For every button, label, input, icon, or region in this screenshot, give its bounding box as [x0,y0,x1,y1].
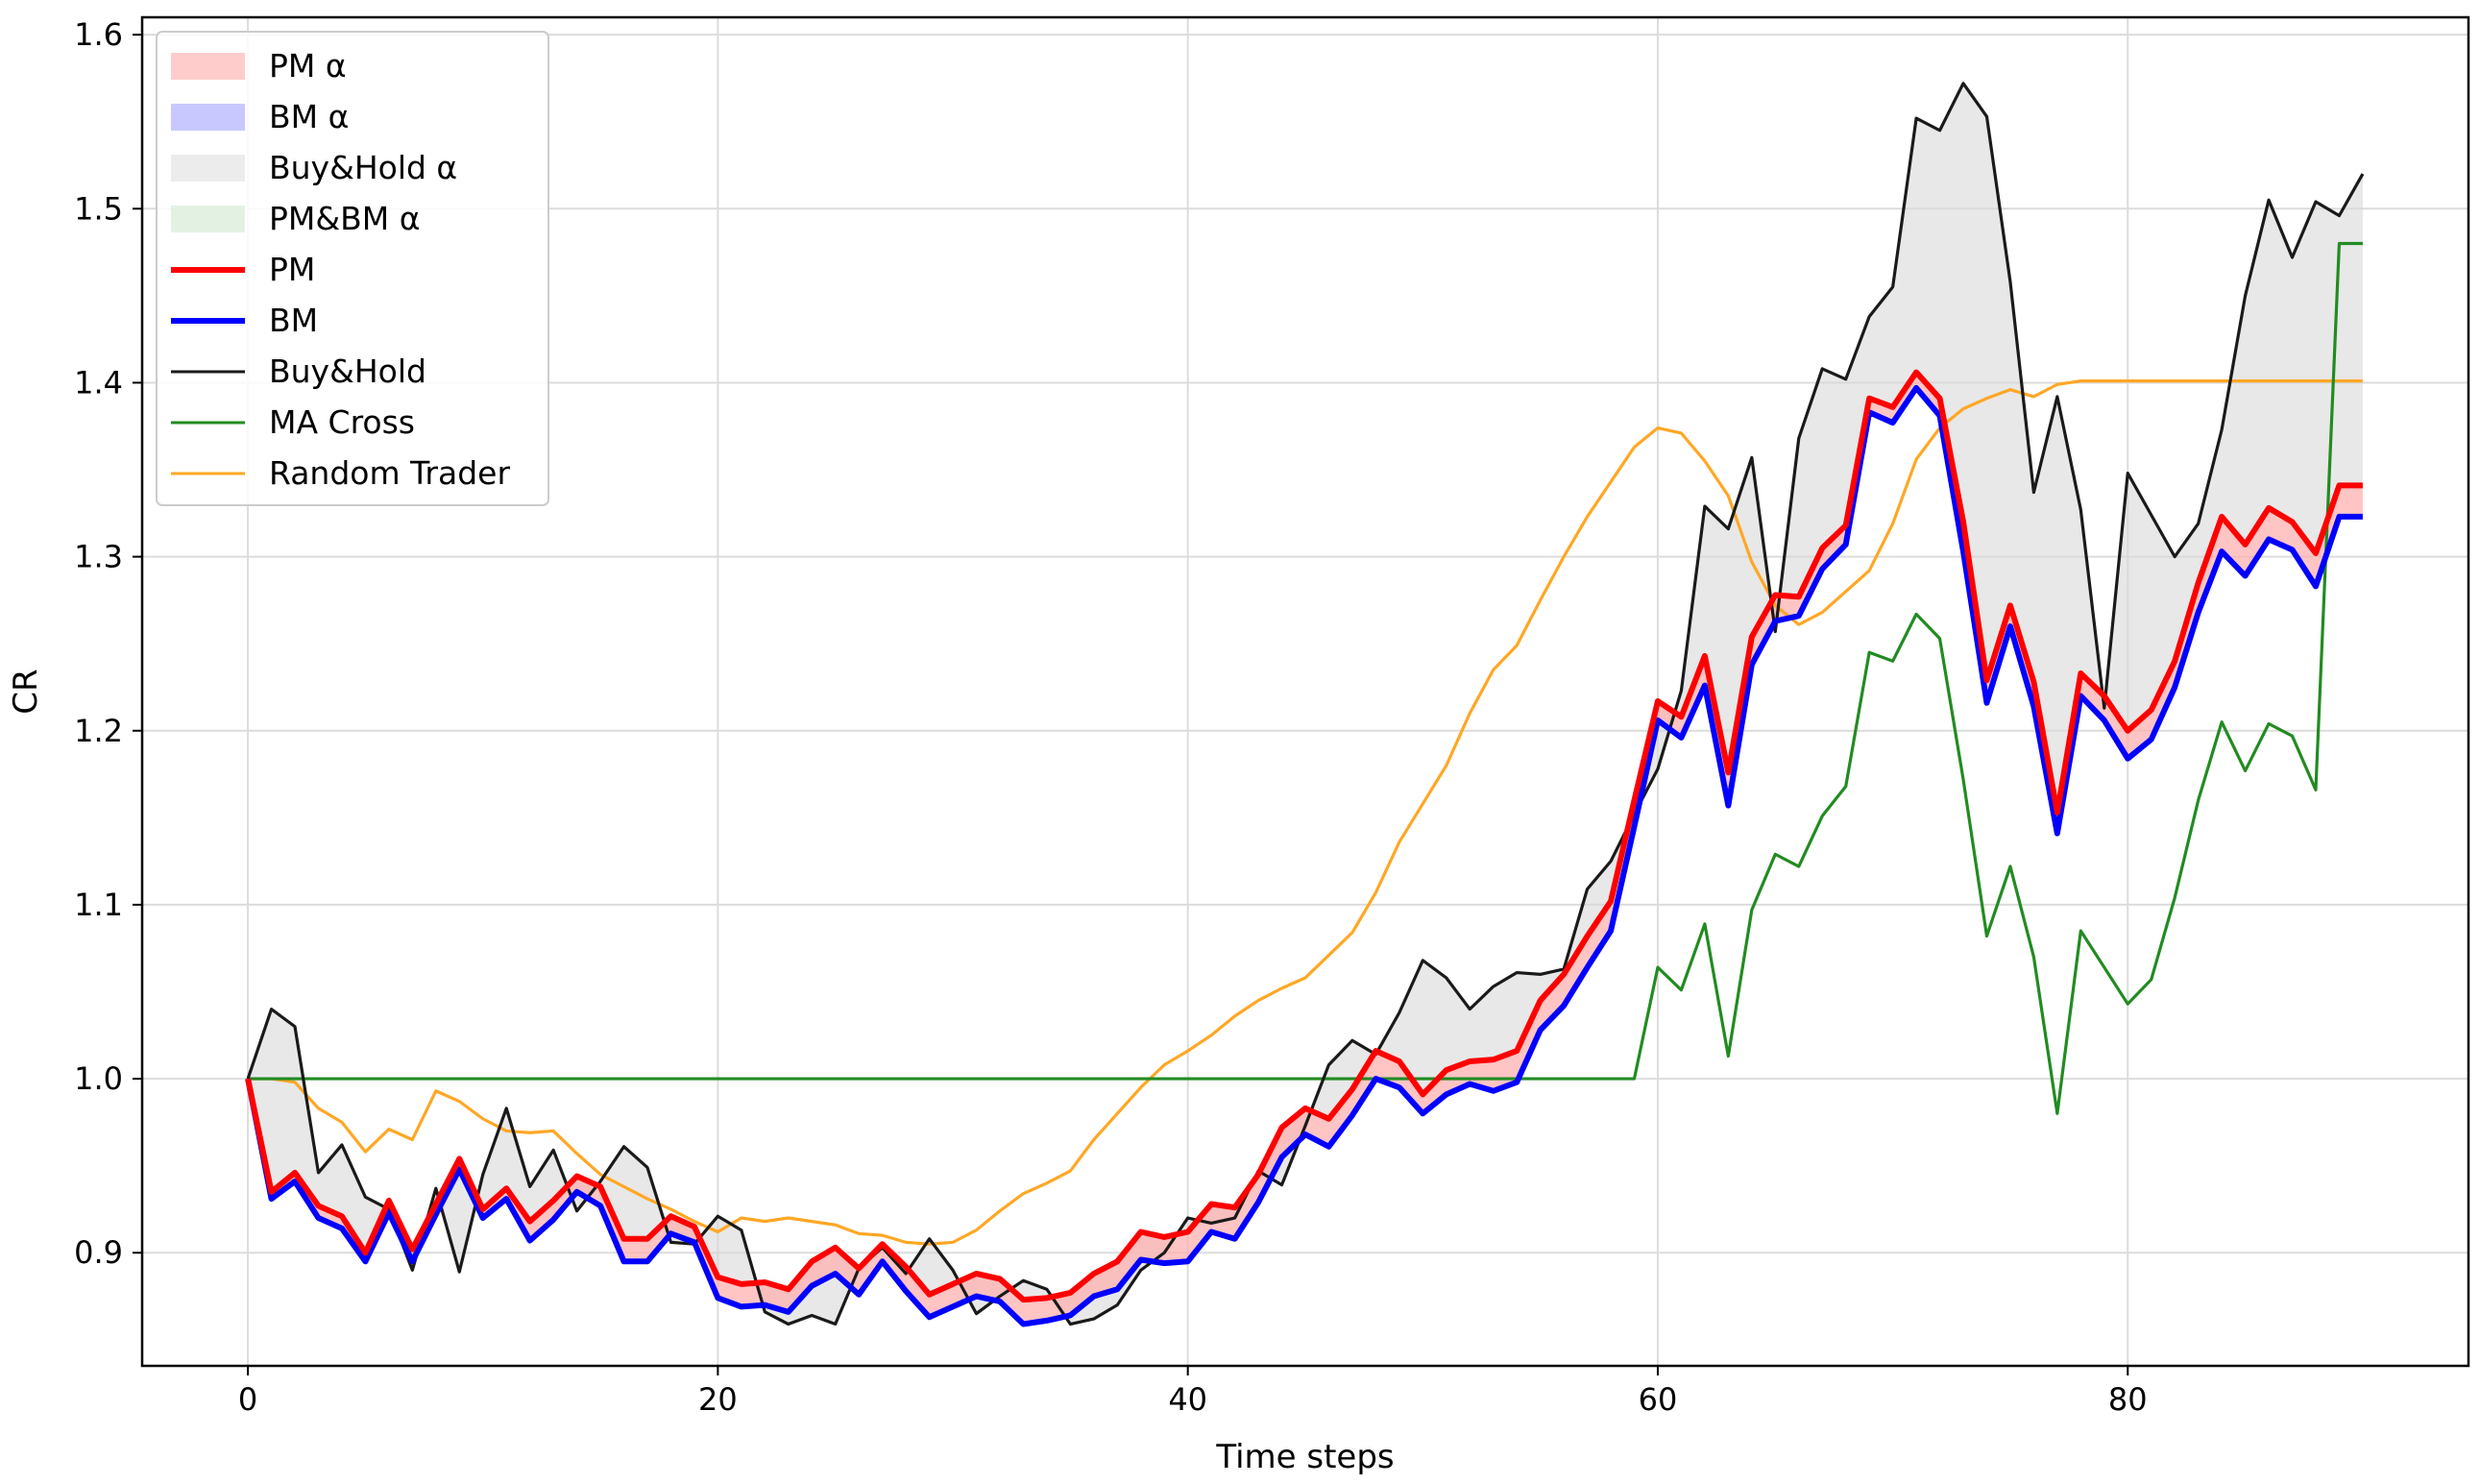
legend-label-bm: BM [269,302,318,339]
y-tick-label: 1.5 [74,190,123,227]
y-tick-label: 1.3 [74,539,123,575]
series-line-bm [245,384,2363,1327]
legend-label-ma-cross: MA Cross [269,403,415,441]
legend-label-pm-bm-: PM&BM α [269,200,420,237]
legend-label-buy-hold-: Buy&Hold α [269,149,457,186]
axis-ticks: 0 20 40 60 80 0.9 1.0 1.1 1.2 1.3 1.4 1.5 1.6 [74,16,2148,1418]
x-tick-label: 0 [238,1381,257,1418]
legend-swatch-pm- [171,53,245,80]
series-line-buy-hold [246,82,2365,1326]
x-tick-label: 60 [1639,1381,1678,1418]
series-lines [245,82,2365,1327]
x-tick-label: 40 [1168,1381,1207,1418]
chart-legend: PM α BM α Buy&Hold α PM&BM α PM BM Buy&Hold MA … [156,31,549,506]
legend-swatch-pm-bm- [171,206,245,232]
legend-label-pm-: PM α [269,47,347,85]
y-tick-label: 1.4 [74,364,123,401]
series-line-pm [245,369,2363,1303]
legend-swatch-buy-hold- [171,155,245,182]
legend-swatch-bm- [171,104,245,131]
y-axis-label: CR [7,669,45,714]
axes-frame [140,15,2470,1368]
y-tick-label: 1.1 [74,887,123,923]
y-tick-label: 1.2 [74,713,123,749]
series-line-ma-cross [248,241,2363,1115]
legend-label-random-trader: Random Trader [269,454,510,492]
x-tick-label: 80 [2108,1381,2148,1418]
buyhold-alpha-area [248,83,2363,1325]
legend-label-buy-hold: Buy&Hold [269,353,426,390]
legend-box [156,31,549,506]
legend-label-bm-: BM α [269,98,349,135]
x-tick-label: 20 [698,1381,738,1418]
series-line-random-trader [248,379,2363,1246]
x-axis-label: Time steps [1215,1438,1394,1476]
y-tick-label: 0.9 [74,1234,123,1271]
y-tick-label: 1.0 [74,1060,123,1097]
legend-label-pm: PM [269,251,315,288]
y-tick-label: 1.6 [74,16,123,53]
